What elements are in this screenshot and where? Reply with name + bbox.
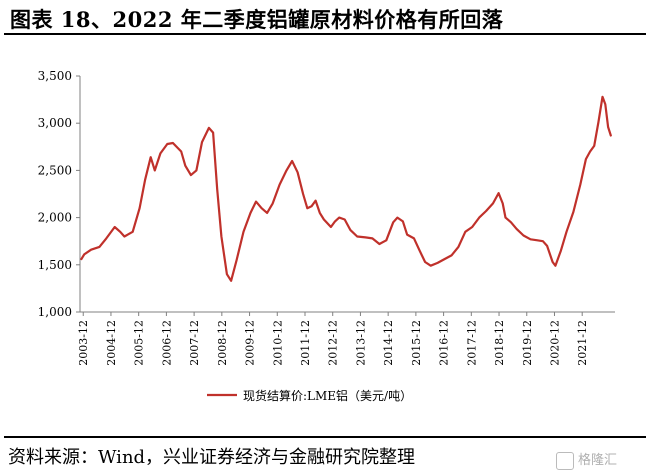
y-tick-label: 2,000 [38, 211, 72, 225]
x-tick-label: 2012-12 [327, 320, 340, 366]
x-tick-label: 2018-12 [493, 320, 506, 366]
x-tick-label: 2014-12 [382, 320, 395, 366]
x-tick-label: 2015-12 [410, 320, 423, 366]
watermark-text: 格隆汇 [578, 453, 618, 468]
source-note: 资料来源：Wind，兴业证券经济与金融研究院整理 [8, 447, 416, 468]
x-tick-label: 2007-12 [188, 320, 201, 366]
source-divider [4, 436, 646, 438]
x-tick-label: 2008-12 [216, 320, 229, 366]
x-tick-label: 2004-12 [105, 320, 118, 366]
y-tick-label: 1,500 [38, 258, 72, 272]
series-line-lme-aluminum [80, 95, 612, 282]
x-tick-label: 2020-12 [548, 320, 561, 366]
x-tick-label: 2016-12 [438, 320, 451, 366]
x-tick-label: 2005-12 [133, 320, 146, 366]
x-tick-label: 2011-12 [299, 320, 312, 366]
y-tick-label: 3,500 [38, 69, 72, 83]
y-tick-label: 2,500 [38, 163, 72, 177]
x-tick-label: 2006-12 [160, 320, 173, 366]
x-tick-label: 2013-12 [354, 320, 367, 366]
x-tick-label: 2017-12 [465, 320, 478, 366]
title-divider [4, 33, 646, 35]
watermark-logo-icon [556, 451, 574, 470]
x-tick-label: 2010-12 [271, 320, 284, 366]
x-tick-label: 2009-12 [244, 320, 257, 366]
x-tick-label: 2021-12 [576, 320, 589, 366]
y-tick-label: 1,000 [38, 305, 72, 319]
x-tick-label: 2019-12 [521, 320, 534, 366]
figure-title: 图表 18、2022 年二季度铝罐原材料价格有所回落 [10, 7, 504, 32]
x-tick-label: 2003-12 [77, 320, 90, 366]
legend-label: 现货结算价:LME铝（美元/吨） [243, 388, 412, 403]
y-tick-label: 3,000 [38, 116, 72, 130]
watermark: 格隆汇 [556, 449, 617, 470]
